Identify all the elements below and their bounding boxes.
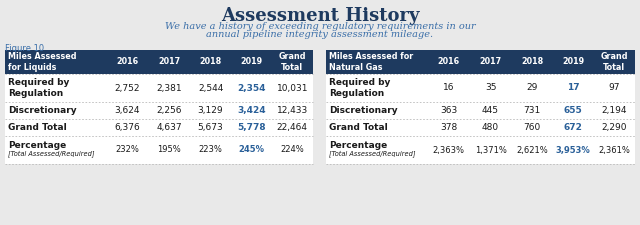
Text: 5,673: 5,673 — [198, 123, 223, 132]
Text: 2,256: 2,256 — [156, 106, 182, 115]
Text: 5,778: 5,778 — [237, 123, 266, 132]
Text: 3,129: 3,129 — [198, 106, 223, 115]
Text: 4,637: 4,637 — [156, 123, 182, 132]
Text: 363: 363 — [440, 106, 458, 115]
Bar — [326, 102, 635, 119]
Text: Grand Total: Grand Total — [8, 123, 67, 132]
Text: [Total Assessed/Required]: [Total Assessed/Required] — [8, 151, 95, 158]
Text: Percentage: Percentage — [8, 142, 67, 151]
Text: 97: 97 — [609, 83, 620, 92]
Text: 10,031: 10,031 — [276, 83, 308, 92]
Text: 2018: 2018 — [521, 58, 543, 67]
Text: 1,371%: 1,371% — [475, 146, 506, 155]
Bar — [326, 136, 635, 164]
Text: 2017: 2017 — [158, 58, 180, 67]
Text: 12,433: 12,433 — [276, 106, 308, 115]
Text: 3,424: 3,424 — [237, 106, 266, 115]
Text: 672: 672 — [564, 123, 582, 132]
Text: Miles Assessed for
Natural Gas: Miles Assessed for Natural Gas — [329, 52, 413, 72]
Text: Discretionary: Discretionary — [329, 106, 397, 115]
Text: 6,376: 6,376 — [115, 123, 140, 132]
Text: 195%: 195% — [157, 146, 181, 155]
Text: 35: 35 — [484, 83, 496, 92]
Text: 2019: 2019 — [241, 58, 262, 67]
Text: 2016: 2016 — [116, 58, 138, 67]
Text: 480: 480 — [482, 123, 499, 132]
Text: Grand Total: Grand Total — [329, 123, 388, 132]
Text: 2,544: 2,544 — [198, 83, 223, 92]
Text: Figure 10: Figure 10 — [5, 44, 44, 53]
Text: Required by
Regulation: Required by Regulation — [329, 78, 390, 98]
Text: 223%: 223% — [198, 146, 223, 155]
Text: 2,752: 2,752 — [115, 83, 140, 92]
Text: 22,464: 22,464 — [276, 123, 308, 132]
Text: Required by
Regulation: Required by Regulation — [8, 78, 69, 98]
Text: 2,354: 2,354 — [237, 83, 266, 92]
Text: 378: 378 — [440, 123, 458, 132]
Text: 731: 731 — [524, 106, 541, 115]
Bar — [326, 119, 635, 136]
Bar — [326, 74, 635, 102]
Text: 245%: 245% — [239, 146, 264, 155]
Text: 760: 760 — [524, 123, 541, 132]
Text: 3,624: 3,624 — [115, 106, 140, 115]
Bar — [5, 102, 313, 119]
Text: 2,363%: 2,363% — [433, 146, 465, 155]
Text: We have a history of exceeding regulatory requirements in our: We have a history of exceeding regulator… — [164, 22, 476, 31]
Bar — [326, 50, 635, 74]
Text: 2,621%: 2,621% — [516, 146, 548, 155]
Text: 2017: 2017 — [479, 58, 502, 67]
Text: [Total Assessed/Required]: [Total Assessed/Required] — [329, 151, 415, 158]
Text: 16: 16 — [443, 83, 454, 92]
Text: 655: 655 — [564, 106, 582, 115]
Text: 2,194: 2,194 — [602, 106, 627, 115]
Bar — [5, 119, 313, 136]
Text: 29: 29 — [527, 83, 538, 92]
Bar — [5, 50, 313, 74]
Text: 232%: 232% — [115, 146, 140, 155]
Text: 2,290: 2,290 — [602, 123, 627, 132]
Text: annual pipeline integrity assessment mileage.: annual pipeline integrity assessment mil… — [207, 30, 433, 39]
Text: Grand
Total: Grand Total — [600, 52, 628, 72]
Text: 2,361%: 2,361% — [598, 146, 630, 155]
Text: Grand
Total: Grand Total — [278, 52, 306, 72]
Text: 445: 445 — [482, 106, 499, 115]
Bar — [5, 74, 313, 102]
Text: 2019: 2019 — [562, 58, 584, 67]
Text: Discretionary: Discretionary — [8, 106, 77, 115]
Text: Miles Assessed
for Liquids: Miles Assessed for Liquids — [8, 52, 77, 72]
Bar — [5, 136, 313, 164]
Text: 2018: 2018 — [200, 58, 221, 67]
Text: 2016: 2016 — [438, 58, 460, 67]
Text: 3,953%: 3,953% — [556, 146, 591, 155]
Text: 2,381: 2,381 — [156, 83, 182, 92]
Text: 17: 17 — [567, 83, 579, 92]
Text: Percentage: Percentage — [329, 142, 387, 151]
Text: 224%: 224% — [280, 146, 304, 155]
Text: Assessment History: Assessment History — [221, 7, 419, 25]
